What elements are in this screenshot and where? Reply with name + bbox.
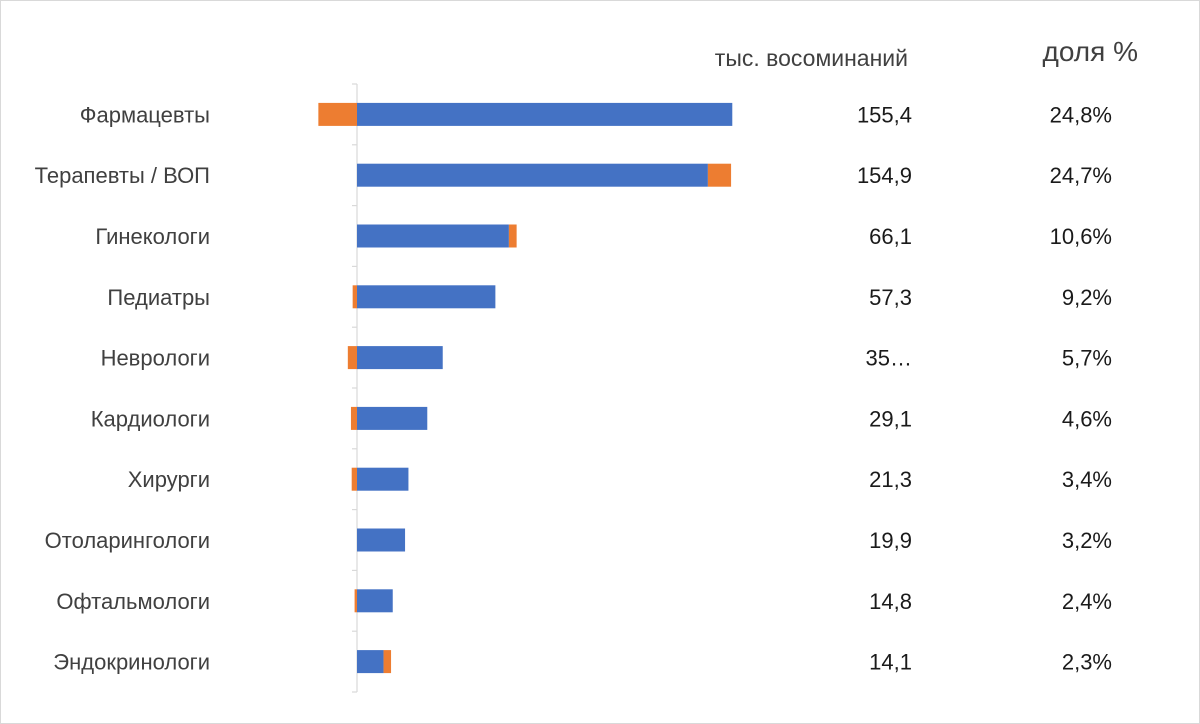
value-label: 14,1 — [869, 650, 912, 675]
bar-main-2 — [357, 224, 509, 248]
value-label: 155,4 — [857, 102, 912, 127]
category-label: Кардиологи — [91, 406, 210, 431]
bar-secondary-9 — [383, 650, 392, 674]
share-label: 4,6% — [1062, 406, 1112, 431]
bar-secondary-2 — [508, 224, 517, 248]
category-label: Гинекологи — [95, 224, 210, 249]
bar-secondary-4 — [347, 346, 357, 370]
share-label: 3,2% — [1062, 528, 1112, 553]
share-label: 3,4% — [1062, 467, 1112, 492]
category-label: Офтальмологи — [56, 589, 210, 614]
category-label: Педиатры — [107, 285, 210, 310]
bar-secondary-3 — [352, 285, 357, 309]
category-label: Фармацевты — [80, 102, 210, 127]
value-label: 21,3 — [869, 467, 912, 492]
bar-secondary-5 — [350, 406, 357, 430]
share-label: 24,7% — [1050, 163, 1112, 188]
bar-main-6 — [357, 467, 409, 491]
bar-main-7 — [357, 528, 406, 552]
share-label: 5,7% — [1062, 346, 1112, 371]
header-shares: доля % — [1043, 36, 1138, 67]
category-label: Хирурги — [128, 467, 210, 492]
bar-secondary-1 — [707, 163, 732, 187]
bar-main-4 — [357, 346, 443, 370]
bar-main-0 — [357, 102, 733, 126]
value-label: 66,1 — [869, 224, 912, 249]
header-values: тыс. восоминаний — [715, 45, 908, 71]
value-label: 19,9 — [869, 528, 912, 553]
bar-main-1 — [357, 163, 708, 187]
value-label: 154,9 — [857, 163, 912, 188]
category-label: Эндокринологи — [53, 650, 210, 675]
bar-secondary-6 — [351, 467, 357, 491]
bar-main-3 — [357, 285, 496, 309]
bar-secondary-8 — [354, 589, 357, 613]
value-label: 35… — [866, 346, 912, 371]
value-label: 57,3 — [869, 285, 912, 310]
share-label: 2,4% — [1062, 589, 1112, 614]
category-label: Отоларингологи — [45, 528, 210, 553]
bar-main-9 — [357, 650, 384, 674]
category-label: Неврологи — [101, 346, 210, 371]
category-label: Терапевты / ВОП — [35, 163, 210, 188]
bar-main-5 — [357, 406, 428, 430]
value-label: 29,1 — [869, 406, 912, 431]
bar-secondary-0 — [318, 102, 357, 126]
share-label: 10,6% — [1050, 224, 1112, 249]
share-label: 2,3% — [1062, 650, 1112, 675]
value-label: 14,8 — [869, 589, 912, 614]
bar-main-8 — [357, 589, 393, 613]
share-label: 24,8% — [1050, 102, 1112, 127]
share-label: 9,2% — [1062, 285, 1112, 310]
